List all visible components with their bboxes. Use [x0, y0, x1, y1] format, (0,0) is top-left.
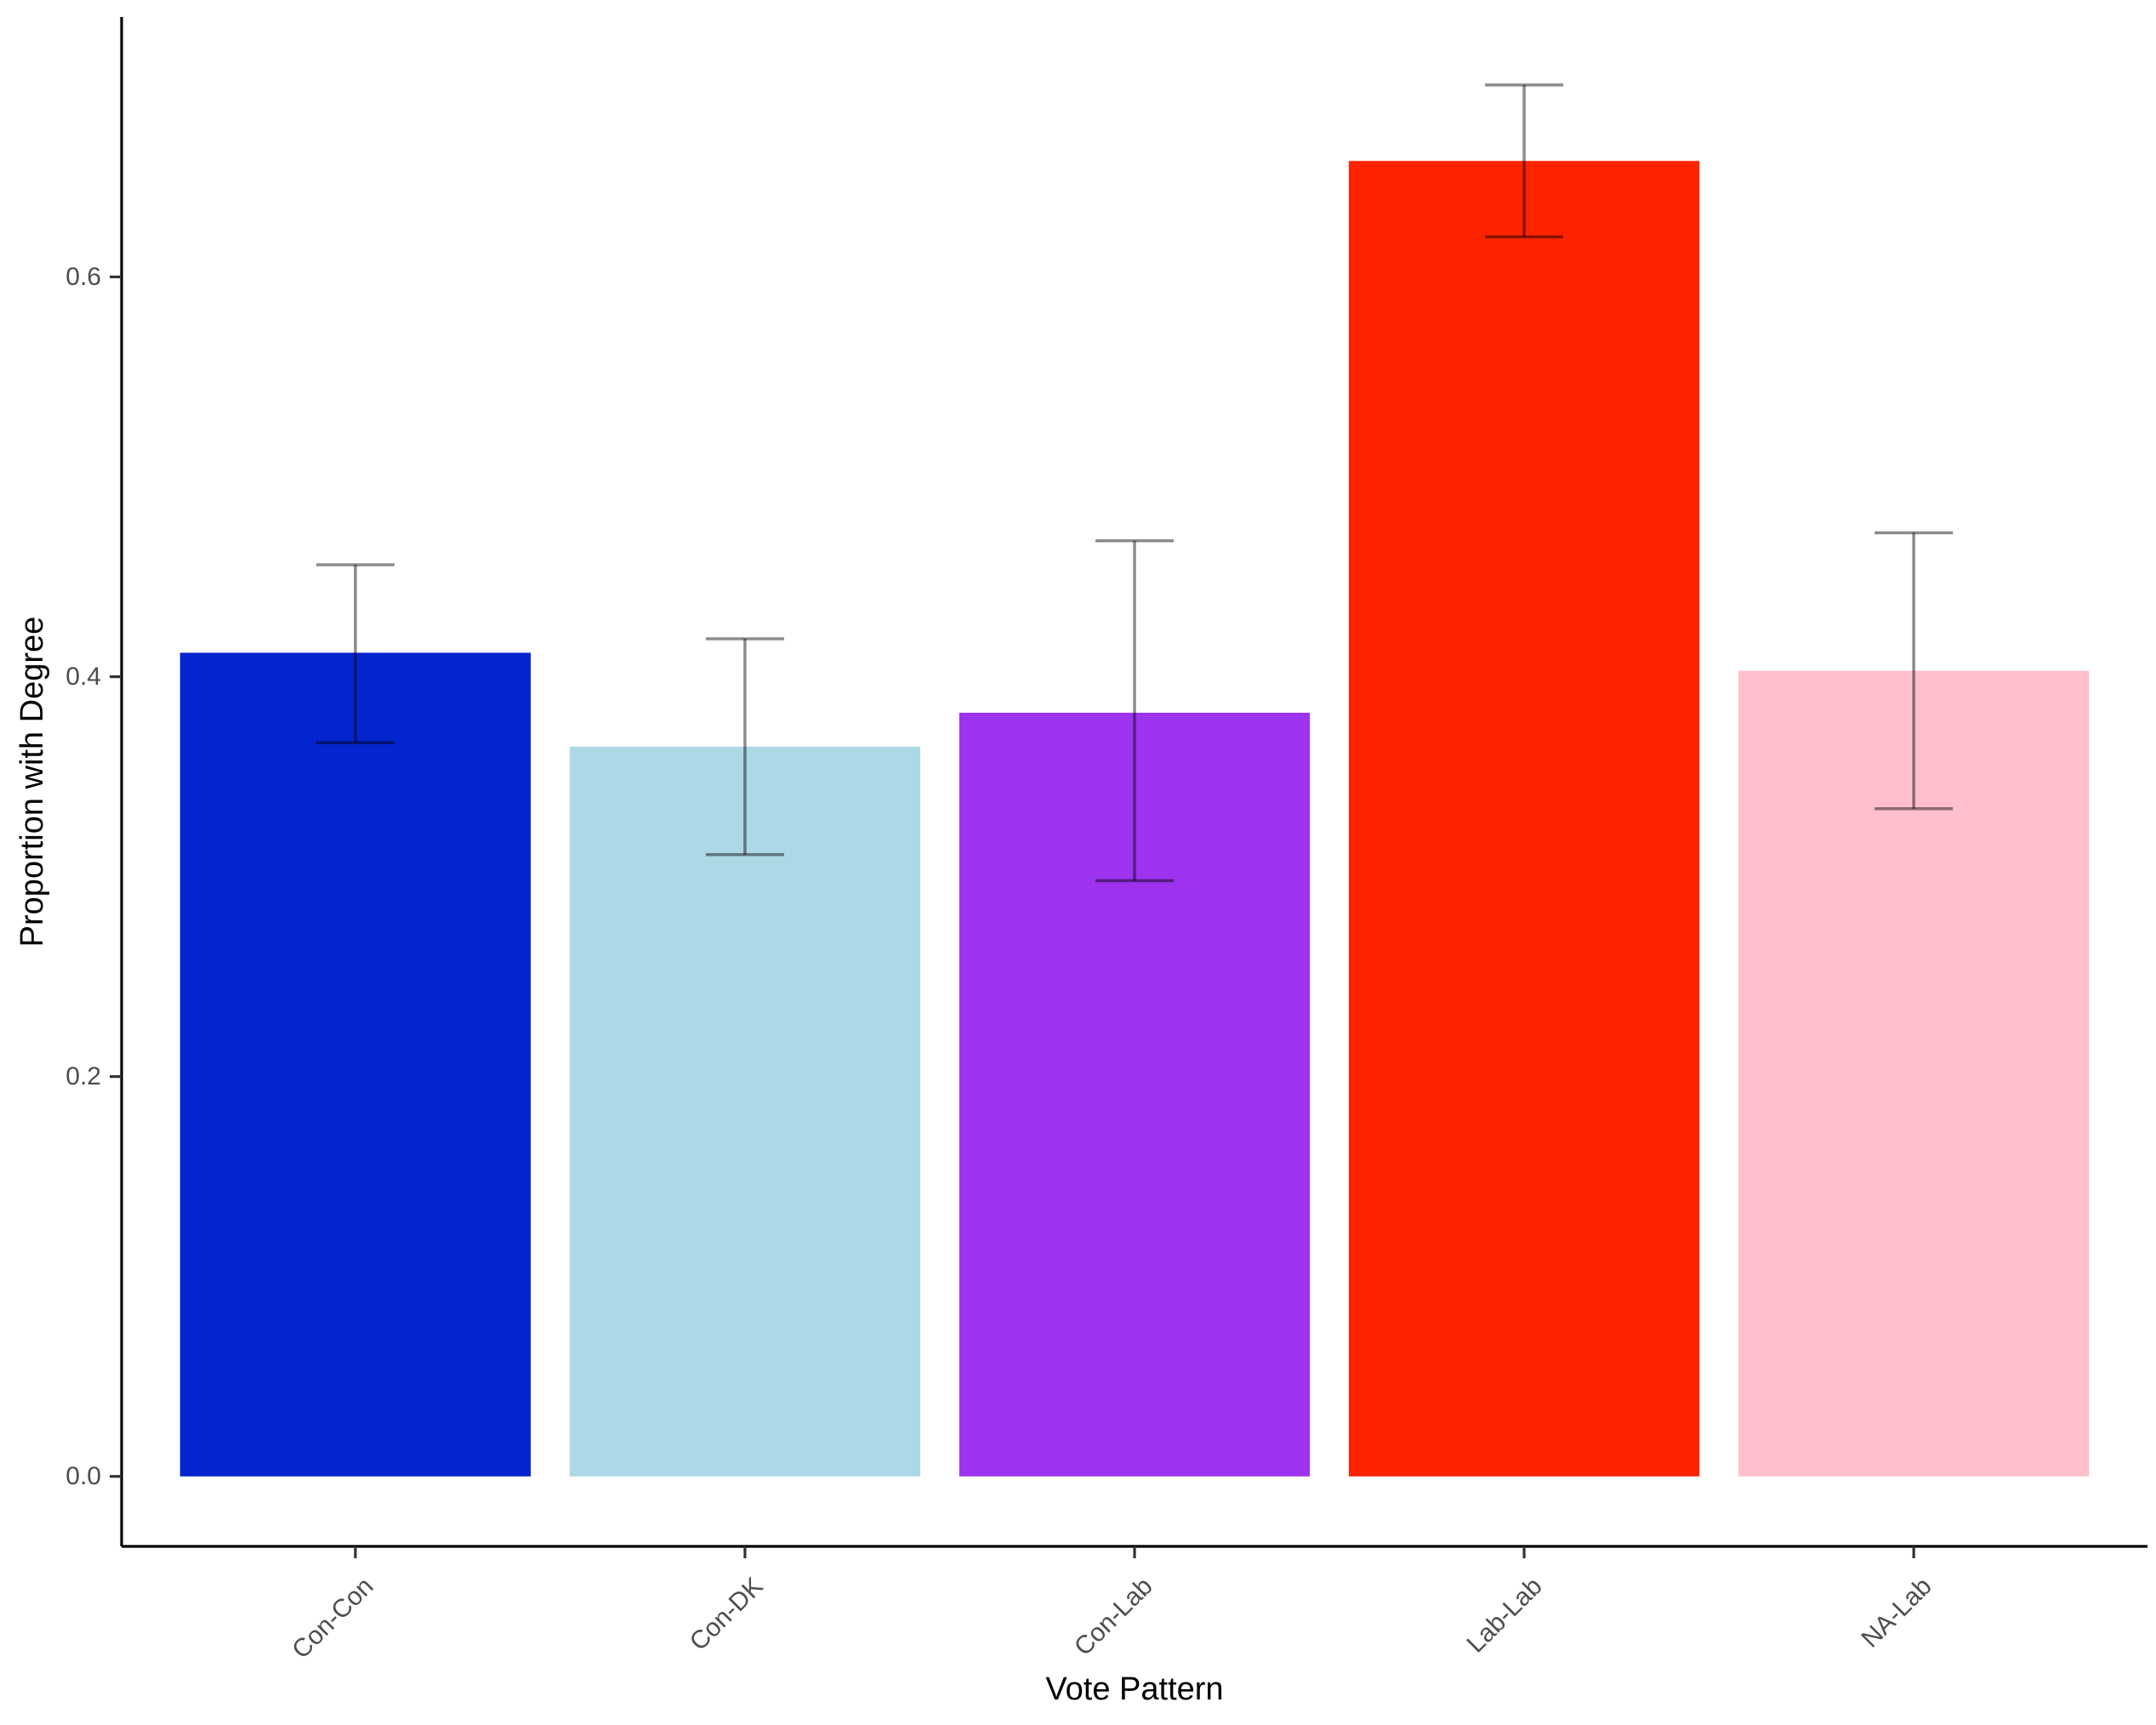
x-axis-ticks: Con-Con Con-DK Con-Lab Lab-Lab NA-Lab [287, 1546, 1937, 1665]
bar-con-lab [959, 712, 1311, 1477]
x-tick-label: Con-DK [685, 1572, 769, 1656]
y-tick-label: 0.6 [65, 263, 101, 291]
x-axis-title: Vote Pattern [1045, 1671, 1223, 1707]
y-axis-title: Proportion with Degree [14, 617, 50, 948]
bar-con-con [179, 652, 531, 1477]
x-tick-label: Con-Lab [1069, 1572, 1158, 1661]
x-tick-label: Con-Con [287, 1572, 378, 1664]
bars-layer [179, 161, 2090, 1477]
y-tick-label: 0.0 [65, 1462, 101, 1490]
error-bars-layer [316, 83, 1954, 883]
error-bar-con-con [316, 563, 395, 744]
y-tick-label: 0.2 [65, 1062, 101, 1090]
bar-na-lab [1738, 670, 2090, 1477]
error-bar-con-lab [1095, 539, 1174, 883]
x-tick-label: Lab-Lab [1462, 1572, 1548, 1658]
bar-lab-lab [1348, 161, 1700, 1477]
x-tick-label: NA-Lab [1857, 1572, 1937, 1653]
error-bar-con-dk [705, 637, 784, 857]
y-tick-label: 0.4 [65, 663, 101, 691]
y-axis-ticks: 0.0 0.2 0.4 0.6 [65, 263, 122, 1490]
error-bar-lab-lab [1485, 83, 1564, 239]
bar-con-dk [569, 746, 921, 1477]
error-bar-na-lab [1874, 531, 1954, 811]
